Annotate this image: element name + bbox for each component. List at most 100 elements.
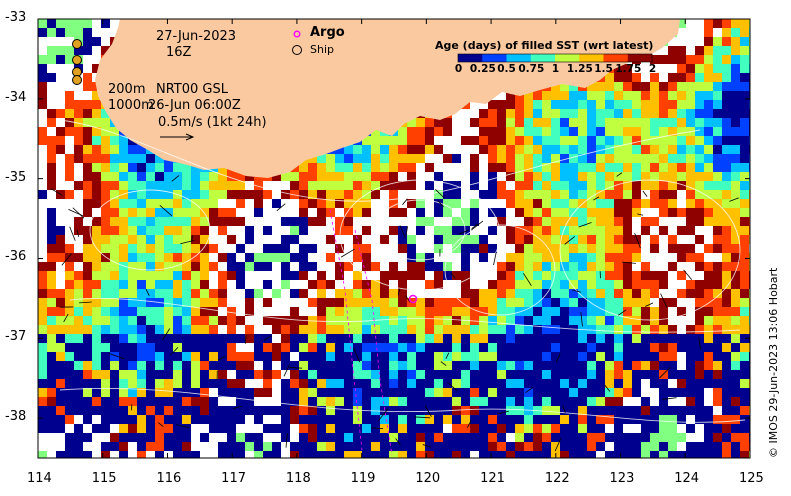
sst-cell (290, 415, 300, 425)
sst-cell (614, 199, 624, 209)
sst-cell (65, 307, 75, 317)
sst-cell (110, 379, 120, 389)
sst-cell (596, 253, 606, 263)
sst-cell (569, 271, 579, 281)
sst-cell (623, 334, 633, 344)
sst-cell (443, 271, 453, 281)
sst-cell (128, 424, 138, 434)
sst-cell (65, 397, 75, 407)
sst-cell (92, 136, 102, 146)
sst-cell (686, 397, 696, 407)
sst-cell (137, 325, 147, 335)
sst-cell (92, 406, 102, 416)
sst-cell (596, 91, 606, 101)
y-tick-label: -34 (5, 90, 26, 105)
sst-cell (155, 388, 165, 398)
sst-cell (281, 433, 291, 443)
sst-cell (236, 226, 246, 236)
sst-cell (578, 181, 588, 191)
sst-cell (623, 118, 633, 128)
sst-cell (443, 172, 453, 182)
sst-cell (101, 190, 111, 200)
sst-cell (191, 226, 201, 236)
sst-cell (164, 424, 174, 434)
sst-cell (695, 199, 705, 209)
sst-cell (722, 307, 732, 317)
sst-cell (452, 352, 462, 362)
sst-cell (614, 289, 624, 299)
sst-cell (524, 190, 534, 200)
sst-cell (659, 109, 669, 119)
sst-cell (704, 19, 714, 29)
sst-cell (524, 262, 534, 272)
sst-cell (587, 181, 597, 191)
sst-cell (641, 226, 651, 236)
sst-cell (461, 397, 471, 407)
sst-cell (677, 82, 687, 92)
sst-cell (614, 388, 624, 398)
sst-cell (677, 334, 687, 344)
sst-cell (659, 64, 669, 74)
sst-cell (137, 361, 147, 371)
sst-cell (416, 208, 426, 218)
sst-cell (488, 136, 498, 146)
sst-cell (398, 352, 408, 362)
sst-cell (137, 307, 147, 317)
sst-cell (650, 163, 660, 173)
sst-cell (38, 55, 48, 65)
sst-cell (560, 442, 570, 452)
sst-cell (506, 163, 516, 173)
sst-cell (155, 361, 165, 371)
sst-cell (479, 352, 489, 362)
sst-cell (740, 442, 750, 452)
sst-cell (704, 64, 714, 74)
sst-cell (407, 280, 417, 290)
sst-cell (713, 424, 723, 434)
sst-cell (713, 181, 723, 191)
sst-cell (587, 136, 597, 146)
sst-cell (236, 433, 246, 443)
sst-cell (551, 136, 561, 146)
sst-cell (290, 442, 300, 452)
sst-cell (344, 388, 354, 398)
sst-cell (677, 145, 687, 155)
sst-cell (533, 424, 543, 434)
sst-cell (92, 100, 102, 110)
sst-cell (47, 262, 57, 272)
sst-cell (254, 244, 264, 254)
sst-cell (740, 433, 750, 443)
sst-cell (380, 163, 390, 173)
y-tick-label: -35 (5, 170, 26, 185)
sst-cell (668, 406, 678, 416)
sst-cell (110, 406, 120, 416)
sst-cell (38, 388, 48, 398)
sst-cell (218, 334, 228, 344)
sst-cell (371, 352, 381, 362)
sst-cell (443, 226, 453, 236)
sst-cell (299, 388, 309, 398)
sst-cell (263, 352, 273, 362)
sst-cell (713, 334, 723, 344)
sst-cell (731, 145, 741, 155)
sst-cell (317, 424, 327, 434)
sst-cell (308, 352, 318, 362)
sst-cell (713, 316, 723, 326)
sst-cell (146, 352, 156, 362)
sst-cell (731, 37, 741, 47)
sst-cell (110, 244, 120, 254)
sst-cell (83, 451, 93, 461)
sst-cell (515, 433, 525, 443)
sst-cell (38, 298, 48, 308)
sst-cell (56, 127, 66, 137)
sst-cell (632, 91, 642, 101)
sst-cell (218, 433, 228, 443)
sst-cell (659, 262, 669, 272)
sst-cell (632, 451, 642, 461)
sst-cell (587, 361, 597, 371)
sst-cell (569, 244, 579, 254)
sst-cell (722, 91, 732, 101)
sst-cell (488, 361, 498, 371)
sst-cell (542, 136, 552, 146)
sst-cell (200, 181, 210, 191)
sst-cell (551, 235, 561, 245)
